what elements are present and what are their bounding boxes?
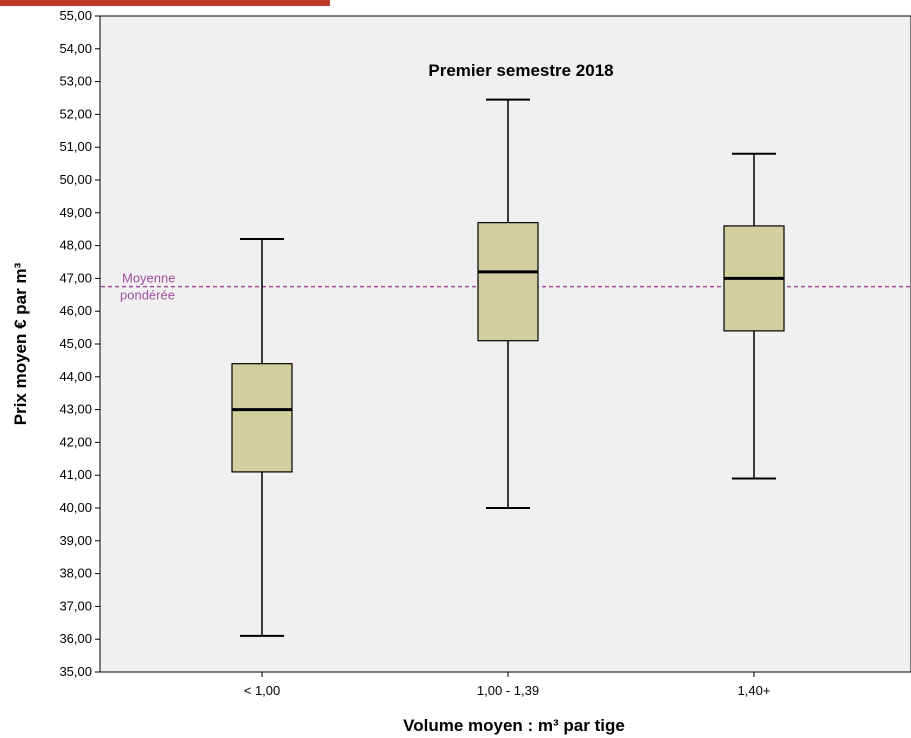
- header-strip: [0, 0, 330, 6]
- y-axis-title: Prix moyen € par m³: [11, 262, 30, 425]
- y-tick-label: 51,00: [59, 139, 92, 154]
- y-tick-label: 42,00: [59, 434, 92, 449]
- weighted-average-label-line2: pondérée: [120, 288, 175, 303]
- box-series: [231, 98, 785, 637]
- y-tick-label: 52,00: [59, 106, 92, 121]
- iqr-box: [231, 363, 293, 473]
- y-tick-label: 43,00: [59, 402, 92, 417]
- y-tick-label: 53,00: [59, 74, 92, 89]
- y-tick-label: 38,00: [59, 566, 92, 581]
- y-tick-label: 35,00: [59, 664, 92, 679]
- x-axis: < 1,00 1,00 - 1,39 1,40+: [244, 672, 771, 698]
- y-tick-label: 46,00: [59, 303, 92, 318]
- y-tick-label: 50,00: [59, 172, 92, 187]
- y-tick-label: 39,00: [59, 533, 92, 548]
- y-tick-label: 55,00: [59, 8, 92, 23]
- y-tick-label: 54,00: [59, 41, 92, 56]
- plot-area: [99, 15, 911, 673]
- y-tick-label: 36,00: [59, 631, 92, 646]
- y-tick-label: 48,00: [59, 238, 92, 253]
- weighted-average-label-line1: Moyenne: [122, 271, 175, 286]
- y-tick-label: 37,00: [59, 598, 92, 613]
- y-tick-label: 40,00: [59, 500, 92, 515]
- chart-title: Premier semestre 2018: [428, 61, 613, 80]
- y-tick-label: 41,00: [59, 467, 92, 482]
- y-tick-label: 45,00: [59, 336, 92, 351]
- x-axis-title: Volume moyen : m³ par tige: [403, 716, 625, 735]
- y-axis: 35,00 36,00 37,00 38,00 39,00 40,00 41,00 42,00…: [59, 8, 100, 679]
- x-category-label: 1,40+: [738, 683, 771, 698]
- x-category-label: 1,00 - 1,39: [477, 683, 539, 698]
- box-2: [477, 98, 539, 509]
- iqr-box: [477, 222, 539, 342]
- box-3: [723, 152, 785, 480]
- box-1: [231, 238, 293, 637]
- y-tick-label: 49,00: [59, 205, 92, 220]
- y-tick-label: 47,00: [59, 270, 92, 285]
- y-tick-label: 44,00: [59, 369, 92, 384]
- x-category-label: < 1,00: [244, 683, 281, 698]
